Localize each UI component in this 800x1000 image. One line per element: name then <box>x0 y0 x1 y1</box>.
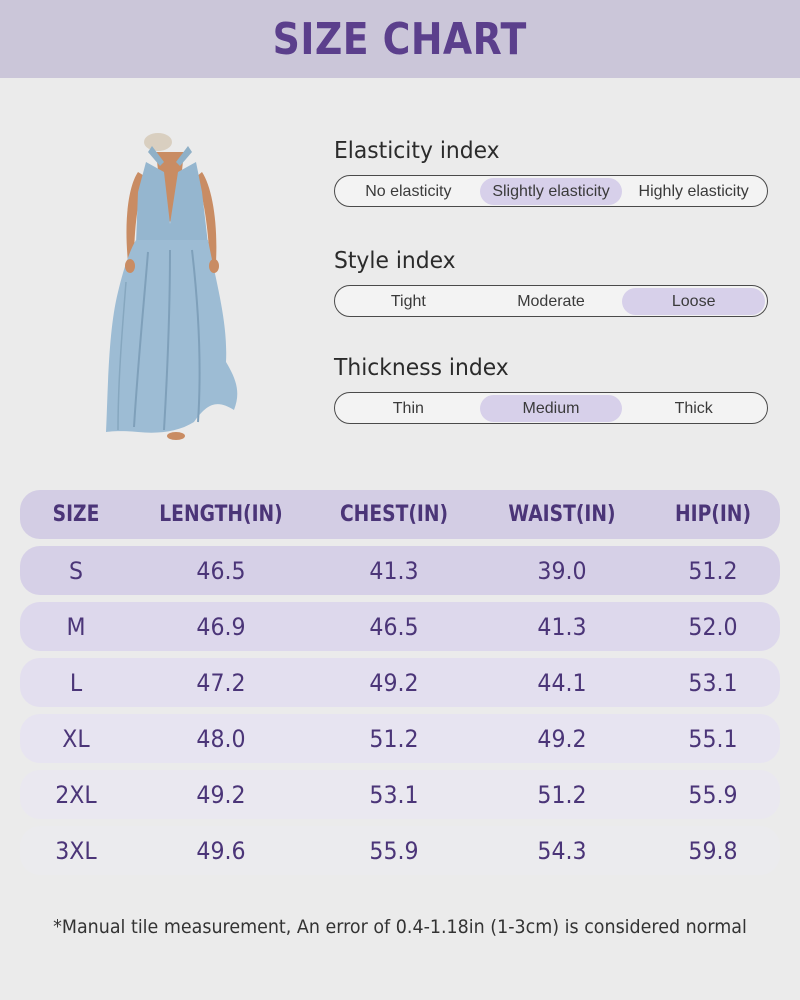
index-scale: Tight Moderate Loose <box>334 285 768 317</box>
table-cell: M <box>66 612 86 641</box>
table-cell: 3XL <box>55 836 97 865</box>
table-cell: 55.9 <box>369 836 419 865</box>
table-cell: L <box>69 668 83 697</box>
table-row: M 46.9 46.5 41.3 52.0 <box>20 602 780 651</box>
table-row: L 47.2 49.2 44.1 53.1 <box>20 658 780 707</box>
column-header: HIP(IN) <box>674 502 752 527</box>
page-title: SIZE CHART <box>272 13 528 65</box>
table-row: XL 48.0 51.2 49.2 55.1 <box>20 714 780 763</box>
product-image <box>98 132 248 442</box>
table-cell: 49.6 <box>196 836 246 865</box>
table-cell: 41.3 <box>369 556 419 585</box>
option-no-elasticity: No elasticity <box>365 182 452 200</box>
option-thin: Thin <box>392 399 424 417</box>
table-row: 2XL 49.2 53.1 51.2 55.9 <box>20 770 780 819</box>
table-cell: 55.9 <box>688 780 738 809</box>
table-cell: 55.1 <box>688 724 738 753</box>
table-cell: 46.9 <box>196 612 246 641</box>
table-cell: 53.1 <box>688 668 738 697</box>
table-cell: 52.0 <box>688 612 738 641</box>
index-scale: No elasticity Slightly elasticity Highly… <box>334 175 768 207</box>
column-header: SIZE <box>52 502 100 527</box>
table-cell: 41.3 <box>537 612 587 641</box>
column-header: LENGTH(IN) <box>159 502 283 527</box>
measurement-note: *Manual tile measurement, An error of 0.… <box>53 916 747 938</box>
style-index: Style index Tight Moderate Loose <box>334 244 770 317</box>
table-cell: 47.2 <box>196 668 246 697</box>
table-cell: 59.8 <box>688 836 738 865</box>
table-cell: XL <box>62 724 90 753</box>
table-cell: S <box>68 556 84 585</box>
index-title: Style index <box>334 248 456 274</box>
table-cell: 53.1 <box>369 780 419 809</box>
index-scale: Thin Medium Thick <box>334 392 768 424</box>
table-cell: 39.0 <box>537 556 587 585</box>
table-cell: 54.3 <box>537 836 587 865</box>
option-loose: Loose <box>622 287 766 315</box>
table-row: 3XL 49.6 55.9 54.3 59.8 <box>20 826 780 875</box>
table-cell: 51.2 <box>369 724 419 753</box>
option-medium: Medium <box>479 394 623 422</box>
table-row: S 46.5 41.3 39.0 51.2 <box>20 546 780 595</box>
option-highly-elasticity: Highly elasticity <box>638 182 749 200</box>
table-cell: 46.5 <box>369 612 419 641</box>
table-cell: 49.2 <box>196 780 246 809</box>
column-header: CHEST(IN) <box>339 502 449 527</box>
thickness-index: Thickness index Thin Medium Thick <box>334 351 770 424</box>
table-cell: 51.2 <box>537 780 587 809</box>
table-cell: 2XL <box>55 780 97 809</box>
title-banner: SIZE CHART <box>0 0 800 78</box>
option-tight: Tight <box>390 292 426 310</box>
table-header: SIZE LENGTH(IN) CHEST(IN) WAIST(IN) HIP(… <box>20 490 780 539</box>
table-cell: 49.2 <box>369 668 419 697</box>
table-cell: 44.1 <box>537 668 587 697</box>
elasticity-index: Elasticity index No elasticity Slightly … <box>334 134 770 207</box>
option-thick: Thick <box>674 399 713 417</box>
table-cell: 48.0 <box>196 724 246 753</box>
index-title: Thickness index <box>334 355 509 381</box>
table-cell: 49.2 <box>537 724 587 753</box>
option-moderate: Moderate <box>517 292 585 310</box>
option-slightly-elasticity: Slightly elasticity <box>479 177 623 205</box>
table-cell: 46.5 <box>196 556 246 585</box>
table-cell: 51.2 <box>688 556 738 585</box>
index-title: Elasticity index <box>334 138 500 164</box>
column-header: WAIST(IN) <box>508 502 616 527</box>
